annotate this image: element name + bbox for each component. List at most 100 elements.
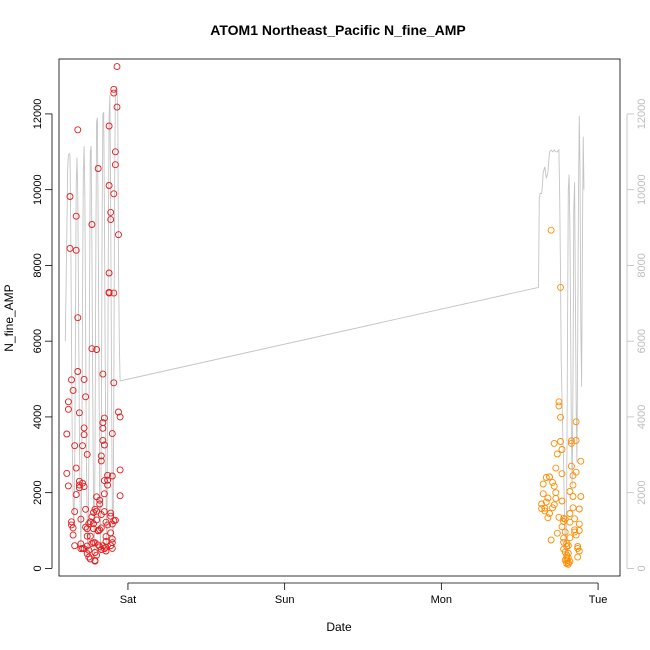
- data-point: [566, 518, 574, 526]
- data-point: [566, 488, 574, 495]
- connecting-line: [64, 85, 585, 558]
- data-point: [574, 553, 582, 561]
- data-point: [567, 462, 575, 470]
- data-point: [99, 542, 107, 550]
- y2-tick-label: 4000: [636, 405, 648, 429]
- data-point: [68, 518, 75, 526]
- data-point: [569, 493, 577, 500]
- y-tick-label: 4000: [32, 405, 44, 429]
- y-tick-label: 10000: [32, 174, 44, 205]
- data-point: [97, 546, 105, 553]
- data-point: [86, 532, 94, 540]
- data-point: [547, 536, 555, 544]
- data-point: [107, 509, 115, 517]
- data-point: [566, 558, 574, 566]
- y2-tick-label: 10000: [636, 174, 648, 205]
- data-point: [71, 542, 79, 550]
- data-point: [557, 438, 564, 445]
- data-point: [69, 524, 77, 532]
- data-point: [569, 504, 577, 512]
- x-tick-label: Tue: [589, 594, 608, 606]
- data-point: [75, 484, 83, 492]
- data-point: [113, 103, 121, 111]
- data-point: [68, 376, 75, 384]
- plot-box: [58, 58, 621, 577]
- data-point: [550, 439, 558, 447]
- data-point: [104, 481, 112, 489]
- y-axis-left: 0 2000 4000 6000 8000 10000 12000: [32, 99, 53, 571]
- data-point: [557, 413, 564, 421]
- data-point: [572, 468, 580, 476]
- data-point: [91, 505, 99, 513]
- data-point: [82, 523, 90, 531]
- data-point: [74, 314, 82, 322]
- data-points: [63, 63, 585, 568]
- data-point: [69, 531, 77, 539]
- data-point: [66, 244, 74, 252]
- data-point: [111, 148, 119, 156]
- data-point: [107, 216, 115, 224]
- data-point: [85, 520, 93, 528]
- data-point: [110, 190, 118, 198]
- data-point: [72, 464, 80, 472]
- data-point: [544, 494, 552, 502]
- data-point: [105, 269, 113, 277]
- data-point: [80, 424, 88, 432]
- data-point: [544, 514, 552, 522]
- data-point: [111, 161, 119, 169]
- data-point: [80, 483, 88, 491]
- y2-tick-label: 8000: [636, 253, 648, 277]
- y-axis-right: 0 2000 4000 6000 8000 10000 12000: [626, 99, 648, 571]
- data-point: [94, 165, 102, 172]
- data-point: [115, 408, 122, 416]
- data-point: [563, 551, 571, 559]
- data-point: [549, 478, 557, 486]
- data-point: [552, 494, 560, 502]
- data-point: [560, 534, 568, 542]
- data-point: [546, 473, 553, 481]
- data-point: [104, 521, 112, 529]
- data-point: [567, 437, 575, 445]
- data-point: [571, 515, 579, 523]
- data-point: [569, 481, 577, 489]
- data-point: [566, 510, 574, 517]
- data-point: [539, 480, 547, 488]
- y2-tick-label: 2000: [636, 480, 648, 504]
- data-point: [108, 430, 116, 438]
- data-point: [88, 221, 96, 228]
- data-point: [83, 532, 91, 540]
- data-point: [102, 533, 110, 541]
- data-point: [93, 507, 101, 515]
- data-point: [555, 402, 563, 410]
- data-point: [553, 450, 561, 458]
- data-point: [69, 386, 77, 394]
- data-point: [116, 466, 124, 474]
- data-point: [105, 182, 113, 189]
- data-point: [72, 491, 80, 499]
- data-point: [555, 513, 563, 521]
- data-point: [74, 368, 82, 375]
- data-point: [577, 457, 585, 465]
- data-point: [557, 283, 564, 291]
- data-point: [100, 508, 108, 516]
- data-point: [108, 472, 116, 480]
- data-point: [79, 442, 86, 450]
- data-point: [550, 482, 558, 490]
- data-point: [71, 442, 79, 450]
- data-point: [553, 529, 561, 537]
- x-tick-label: Sat: [120, 594, 137, 606]
- data-point: [558, 497, 566, 505]
- data-point: [104, 471, 112, 479]
- data-point: [115, 231, 122, 239]
- data-point: [110, 85, 118, 93]
- data-point: [564, 542, 572, 550]
- data-point: [572, 531, 580, 539]
- data-point: [116, 492, 124, 500]
- y2-tick-label: 12000: [636, 99, 648, 130]
- data-point: [93, 516, 101, 524]
- data-point: [99, 370, 107, 378]
- data-point: [105, 122, 113, 130]
- data-point: [80, 375, 88, 383]
- data-point: [96, 496, 104, 504]
